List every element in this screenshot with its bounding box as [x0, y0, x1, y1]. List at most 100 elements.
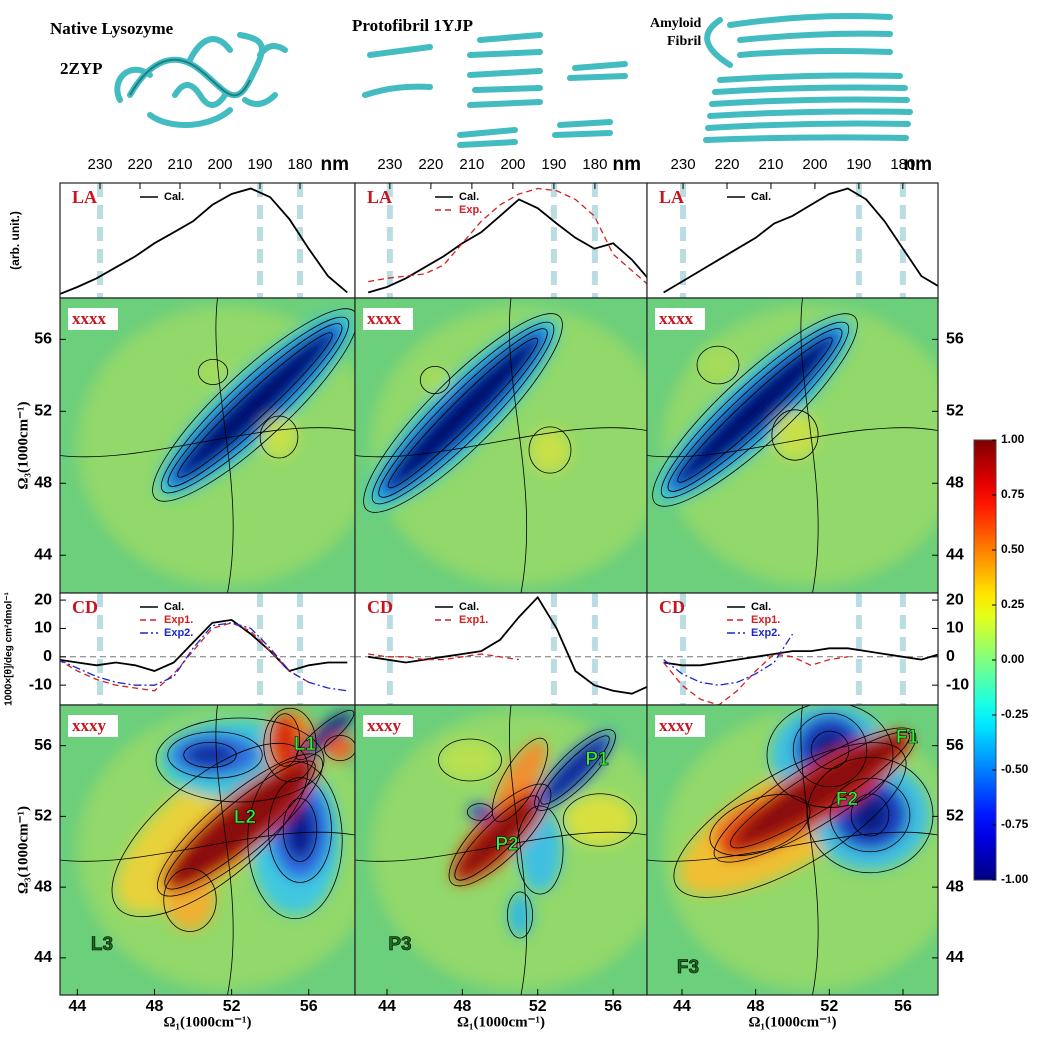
series-line [60, 187, 348, 295]
contour-line [163, 868, 217, 932]
contour-line [164, 760, 316, 890]
x2-tick-label: 220 [418, 156, 443, 173]
contour-line [282, 798, 318, 862]
x-tick-label: 52 [223, 998, 241, 1015]
x2-tick-label: 180 [582, 156, 607, 173]
panel-label-box [68, 308, 118, 330]
y-tick-label: -10 [29, 676, 52, 693]
panel-label-box [363, 308, 413, 330]
contour-fill [657, 318, 853, 502]
x-tick-label: 48 [453, 998, 471, 1015]
contour-line [466, 803, 493, 821]
x2-tick-label: 200 [802, 156, 827, 173]
legend-label: Exp2. [164, 627, 193, 639]
contour-line [371, 321, 555, 505]
colorbar-tick-label: -0.50 [1001, 762, 1029, 776]
panel-label: LA [72, 187, 97, 207]
x2-axis-label: nm [904, 154, 933, 175]
series-line [368, 187, 647, 285]
contour-region [565, 795, 635, 845]
peak-label: P3 [388, 934, 411, 955]
contour-fill [157, 313, 353, 497]
structure-title: Fibril [667, 34, 701, 49]
contour-fill [116, 710, 355, 930]
y-tick-label: 20 [946, 591, 964, 608]
colorbar-tick-label: 0.50 [1001, 542, 1025, 556]
x-tick-label: 56 [300, 998, 318, 1015]
contour-region [852, 795, 888, 835]
panel-label: xxxx [72, 309, 107, 328]
y-tick-label: 56 [946, 331, 964, 348]
x-tick-label: 52 [529, 998, 547, 1015]
contour-region [325, 736, 355, 760]
contour-line [197, 358, 229, 385]
y-tick-label: 44 [946, 546, 964, 563]
y-tick-label: 52 [34, 808, 52, 825]
y-tick-label: 48 [946, 878, 964, 895]
panel-label: LA [659, 187, 684, 207]
colorbar-tick-label: -1.00 [1001, 872, 1029, 886]
y-tick-label: 0 [946, 648, 955, 665]
structure-title: Protofibril 1YJP [352, 16, 473, 35]
panel-label: LA [367, 187, 392, 207]
contour-region [261, 417, 297, 457]
x2-axis-label: nm [321, 154, 350, 175]
contour-line [647, 831, 938, 862]
contour-line [160, 316, 350, 494]
structure-subtitle: 2ZYP [60, 59, 103, 78]
series-line [663, 647, 938, 667]
x2-tick-label: 210 [459, 156, 484, 173]
panel-label-box [68, 715, 118, 737]
x-tick-label: 52 [820, 998, 838, 1015]
y-axis-label: Ω₃(1000cm⁻¹) [15, 806, 31, 894]
y-tick-label: 0 [43, 648, 52, 665]
contour-region [530, 428, 570, 472]
legend-label: Cal. [751, 601, 771, 613]
contour-line [355, 831, 647, 862]
y-tick-label: 56 [946, 737, 964, 754]
legend-label: Cal. [459, 601, 479, 613]
x-tick-label: 56 [604, 998, 622, 1015]
contour-line [677, 337, 833, 483]
contour-region [440, 740, 500, 780]
contour-line [259, 415, 299, 459]
peak-label: F3 [677, 957, 699, 978]
contour-line [355, 427, 647, 458]
panel-label-box [655, 308, 705, 330]
x-axis-label: Ω₁(1000cm⁻¹) [163, 1014, 251, 1030]
contour-line [506, 891, 533, 939]
series-line [60, 622, 348, 692]
contour-line [268, 777, 332, 883]
contour-line [378, 328, 548, 498]
contour-region [681, 341, 829, 479]
panel-label-box [655, 715, 705, 737]
peak-label: F2 [836, 789, 858, 810]
contour-line [491, 737, 549, 823]
x2-tick-label: 210 [758, 156, 783, 173]
series-line [60, 618, 348, 673]
y-tick-label: 44 [946, 949, 964, 966]
plot-background [60, 183, 355, 298]
contour-region [698, 347, 738, 383]
y-tick-label: 48 [34, 474, 52, 491]
legend-label: Cal. [751, 191, 771, 203]
contour-region [284, 800, 316, 860]
y-tick-label: 10 [34, 620, 52, 637]
legend-label: Cal. [164, 191, 184, 203]
contour-line [771, 409, 819, 461]
legend-label: Cal. [459, 191, 479, 203]
plot-background [647, 593, 938, 705]
contour-region [468, 804, 492, 820]
y-tick-label: 56 [34, 331, 52, 348]
contour-line [60, 831, 355, 862]
series-line [663, 187, 938, 294]
panel-label: xxxx [367, 309, 402, 328]
legend-label: Exp1. [751, 614, 780, 626]
series-line [368, 653, 519, 661]
colorbar-tick-label: 0.00 [1001, 652, 1025, 666]
contour-line [167, 323, 343, 487]
contour-region [508, 893, 532, 937]
peak-label: L2 [234, 807, 256, 828]
contour-region [734, 734, 906, 846]
